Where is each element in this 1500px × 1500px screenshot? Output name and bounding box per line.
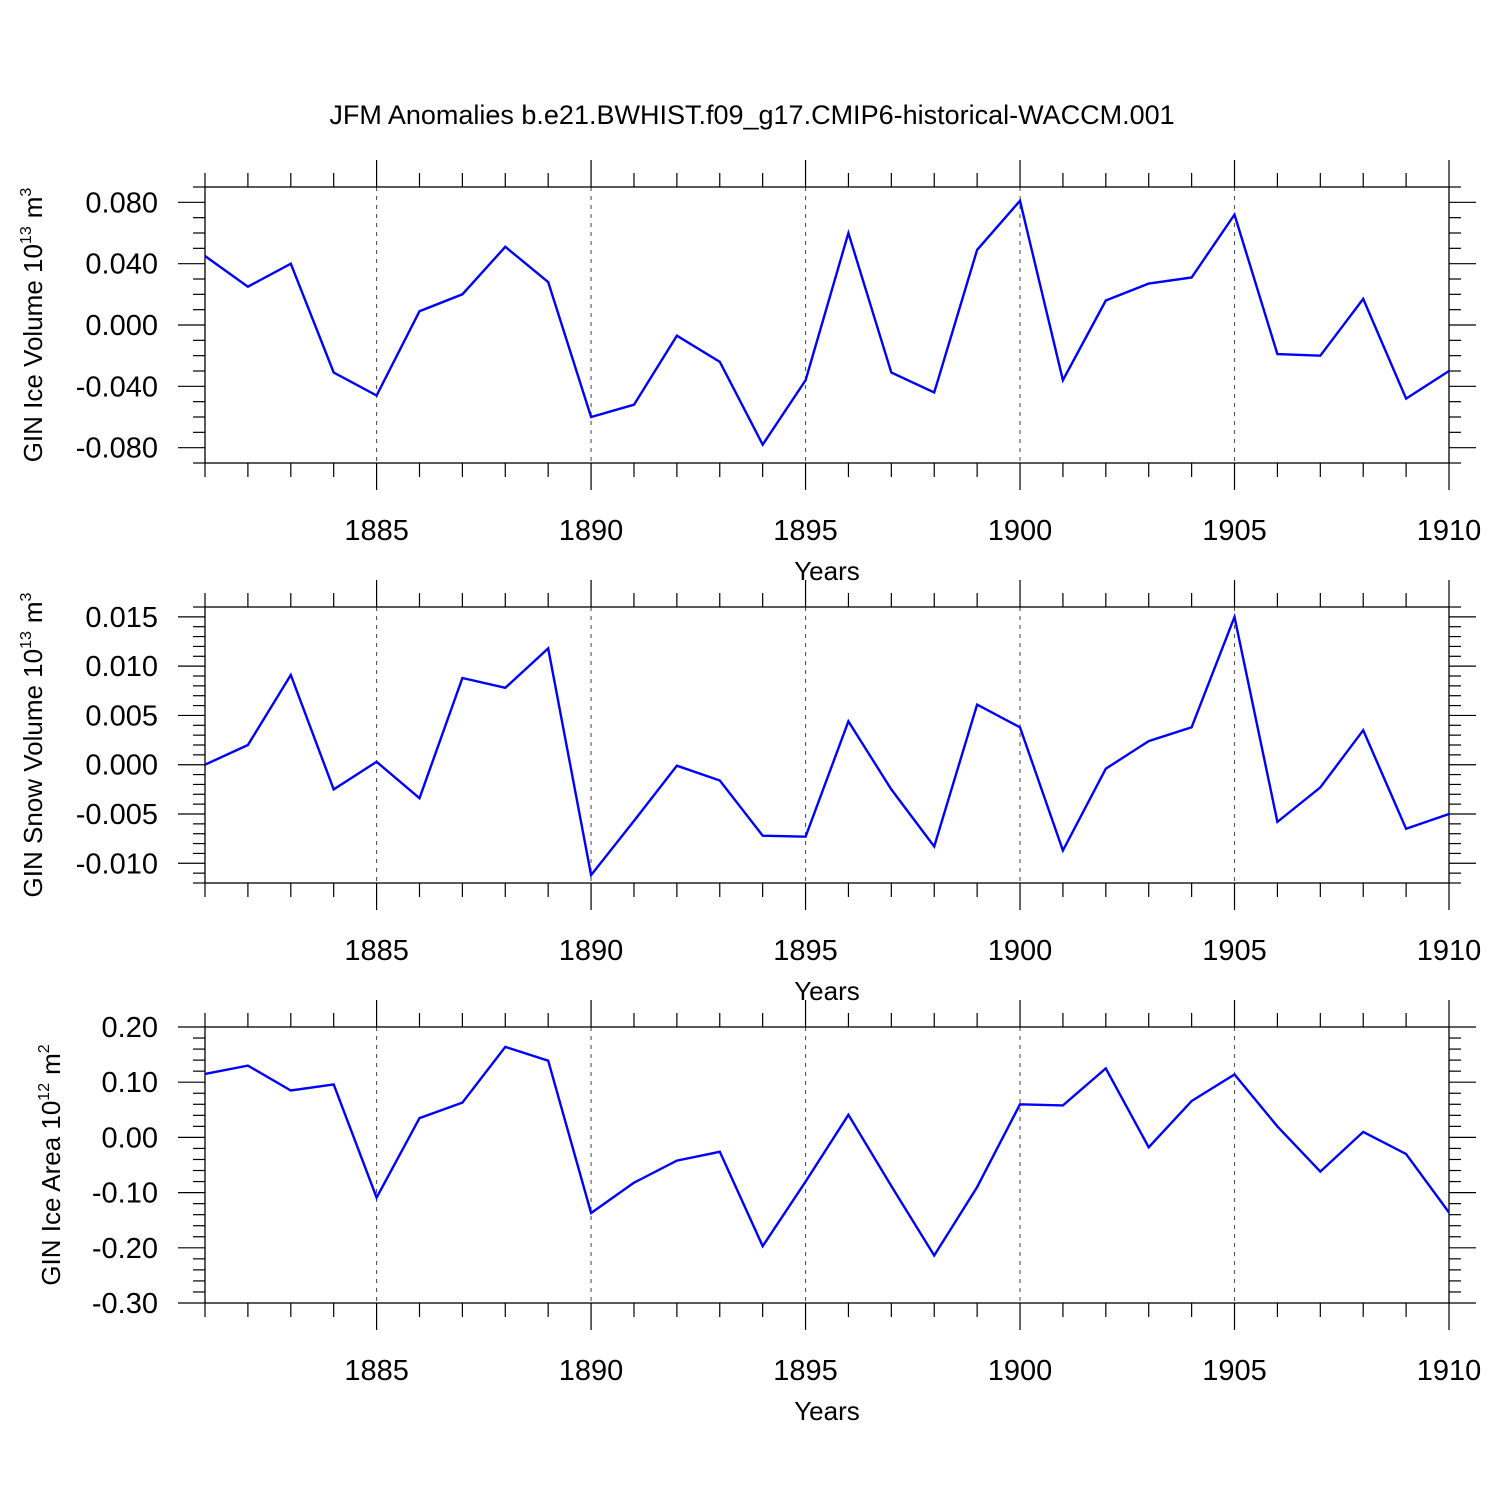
ice-volume-xtick-label: 1890 bbox=[559, 515, 624, 547]
ice-volume-ytick-label: -0.080 bbox=[76, 433, 158, 465]
snow-volume-xtick-label: 1910 bbox=[1417, 935, 1482, 967]
snow-volume-ylabel-exp: 13 bbox=[18, 631, 35, 649]
snow-volume-ylabel-unit: m bbox=[18, 601, 48, 623]
ice-area-ylabel-unit-exp: 2 bbox=[36, 1044, 53, 1053]
snow-volume-xtick-label: 1890 bbox=[559, 935, 624, 967]
ice-volume-ytick-label: 0.080 bbox=[85, 187, 158, 219]
ice-area-ytick-label: -0.20 bbox=[92, 1233, 158, 1265]
ice-area-xlabel: Years bbox=[794, 1396, 860, 1426]
ice-volume-series-line bbox=[204, 198, 1450, 447]
ice-volume-ylabel-exp: 13 bbox=[18, 226, 35, 244]
ice-area-ytick-label: 0.10 bbox=[102, 1067, 158, 1099]
panel-ice-area: -0.30 -0.20 -0.10 0.00 0.10 0.20 1885 1890 1895 1… bbox=[36, 1000, 1481, 1426]
ice-area-ytick-label: 0.20 bbox=[102, 1012, 158, 1044]
ice-area-frame bbox=[204, 1026, 1450, 1304]
ice-area-ytick-label: 0.00 bbox=[102, 1122, 158, 1154]
snow-volume-xtick-label: 1900 bbox=[988, 935, 1053, 967]
snow-volume-xtick-label: 1905 bbox=[1202, 935, 1267, 967]
ice-volume-xlabel: Years bbox=[794, 556, 860, 586]
snow-volume-xlabel: Years bbox=[794, 976, 860, 1006]
ice-volume-ytick-label: 0.040 bbox=[85, 249, 158, 281]
panel-ice-volume: -0.080 -0.040 0.000 0.040 0.080 1885 1890 1895 1… bbox=[18, 160, 1481, 586]
snow-volume-series-line bbox=[204, 612, 1450, 878]
ice-volume-ylabel: GIN Ice Volume 1013 m3 bbox=[18, 188, 48, 463]
ice-volume-ytick-label: -0.040 bbox=[76, 371, 158, 403]
snow-volume-ytick-label: 0.010 bbox=[85, 651, 158, 683]
snow-volume-ytick-label: -0.010 bbox=[76, 848, 158, 880]
snow-volume-ytick-label: 0.005 bbox=[85, 700, 158, 732]
ice-area-xtick-label: 1895 bbox=[773, 1355, 838, 1387]
snow-volume-ytick-label: 0.015 bbox=[85, 602, 158, 634]
snow-volume-xtick-label: 1885 bbox=[344, 935, 409, 967]
ice-volume-xtick-label: 1885 bbox=[344, 515, 409, 547]
ice-area-xtick-label: 1910 bbox=[1417, 1355, 1482, 1387]
snow-volume-ylabel-text: GIN Snow Volume 10 bbox=[18, 649, 48, 898]
ice-volume-xtick-label: 1895 bbox=[773, 515, 838, 547]
snow-volume-xtick-label: 1895 bbox=[773, 935, 838, 967]
ice-area-ylabel-exp: 12 bbox=[36, 1083, 53, 1101]
ice-volume-ytick-label: 0.000 bbox=[85, 310, 158, 342]
snow-volume-ytick-label: -0.005 bbox=[76, 799, 158, 831]
ice-area-ytick-label: -0.30 bbox=[92, 1288, 158, 1320]
ice-volume-ylabel-text: GIN Ice Volume 10 bbox=[18, 244, 48, 462]
snow-volume-ylabel-unit-exp: 3 bbox=[18, 592, 35, 601]
ice-area-xtick-label: 1885 bbox=[344, 1355, 409, 1387]
ice-volume-xtick-label: 1910 bbox=[1417, 515, 1482, 547]
ice-area-ylabel-text: GIN Ice Area 10 bbox=[36, 1101, 66, 1286]
ice-volume-xtick-label: 1900 bbox=[988, 515, 1053, 547]
ice-area-series-line bbox=[204, 1045, 1450, 1258]
ice-area-xtick-label: 1890 bbox=[559, 1355, 624, 1387]
ice-volume-xtick-label: 1905 bbox=[1202, 515, 1267, 547]
chart-title: JFM Anomalies b.e21.BWHIST.f09_g17.CMIP6… bbox=[329, 100, 1174, 130]
ice-area-xtick-label: 1905 bbox=[1202, 1355, 1267, 1387]
snow-volume-ylabel: GIN Snow Volume 1013 m3 bbox=[18, 592, 48, 897]
ice-area-ylabel: GIN Ice Area 1012 m2 bbox=[36, 1044, 66, 1285]
ice-area-xtick-label: 1900 bbox=[988, 1355, 1053, 1387]
ice-area-ytick-label: -0.10 bbox=[92, 1178, 158, 1210]
ice-area-ylabel-unit: m bbox=[36, 1053, 66, 1075]
ice-volume-ylabel-unit-exp: 3 bbox=[18, 188, 35, 197]
ice-volume-ylabel-unit: m bbox=[18, 197, 48, 219]
snow-volume-ytick-label: 0.000 bbox=[85, 750, 158, 782]
ice-volume-frame bbox=[204, 186, 1450, 464]
panel-snow-volume: -0.010 -0.005 0.000 0.005 0.010 0.015 1885 1890… bbox=[18, 580, 1481, 1006]
